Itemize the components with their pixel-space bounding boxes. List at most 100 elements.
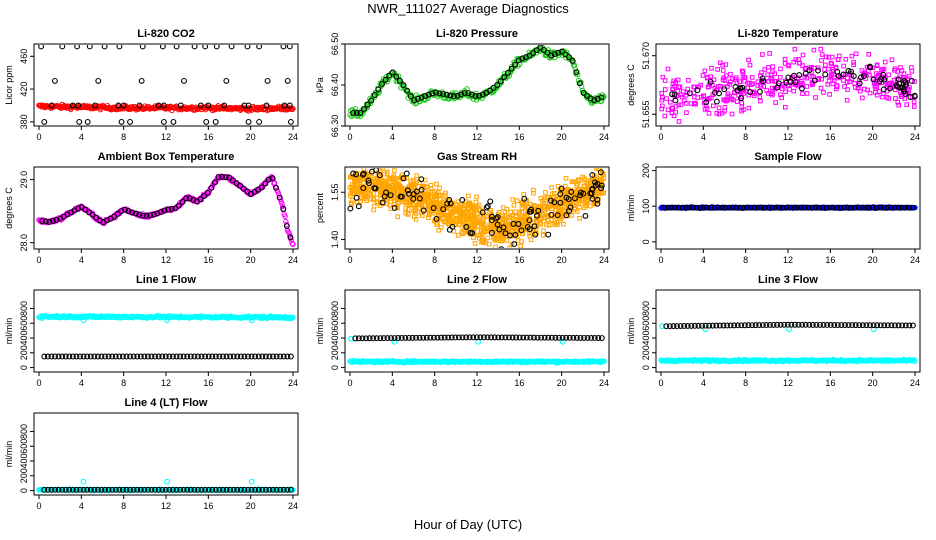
data-point bbox=[443, 91, 450, 98]
data-point bbox=[805, 204, 812, 211]
data-point bbox=[853, 85, 858, 90]
data-point bbox=[404, 175, 409, 181]
data-point bbox=[177, 102, 184, 109]
data-point bbox=[273, 353, 280, 360]
data-point bbox=[722, 98, 728, 103]
data-point bbox=[688, 322, 695, 329]
data-point bbox=[577, 334, 584, 341]
data-point bbox=[857, 88, 863, 94]
data-point bbox=[718, 204, 725, 211]
data-point bbox=[290, 241, 296, 248]
data-point bbox=[365, 177, 372, 184]
data-point bbox=[428, 182, 434, 188]
data-point bbox=[766, 79, 772, 84]
data-point bbox=[286, 102, 293, 109]
data-point bbox=[91, 353, 98, 360]
data-point bbox=[482, 228, 488, 234]
data-point bbox=[287, 234, 294, 241]
data-point bbox=[533, 47, 540, 54]
data-point bbox=[530, 50, 537, 56]
data-point bbox=[492, 236, 498, 242]
data-point bbox=[859, 322, 866, 329]
data-point bbox=[877, 322, 884, 329]
data-point bbox=[388, 335, 394, 342]
data-point bbox=[93, 214, 100, 221]
data-point bbox=[511, 241, 518, 248]
y-tick-label: 100 bbox=[641, 199, 651, 214]
data-point bbox=[853, 51, 859, 57]
x-tick-label: 20 bbox=[246, 255, 256, 265]
data-point bbox=[507, 232, 513, 239]
data-point bbox=[455, 199, 461, 204]
x-tick-label: 8 bbox=[121, 132, 126, 142]
data-point bbox=[387, 202, 392, 208]
data-point bbox=[465, 207, 471, 212]
data-point bbox=[39, 218, 46, 224]
data-point bbox=[371, 196, 376, 201]
data-point bbox=[470, 216, 476, 221]
data-point bbox=[403, 206, 409, 211]
data-point bbox=[902, 79, 909, 86]
y-tick-label: 600 bbox=[19, 316, 29, 331]
x-tick-label: 12 bbox=[783, 378, 793, 388]
data-point bbox=[357, 109, 364, 116]
data-point bbox=[861, 73, 867, 80]
chart-title: Line 2 Flow bbox=[447, 274, 507, 286]
data-point bbox=[833, 64, 839, 70]
data-point bbox=[534, 212, 540, 219]
data-point bbox=[703, 103, 709, 108]
data-point bbox=[127, 118, 133, 125]
y-tick-label: 0 bbox=[641, 239, 651, 244]
data-point bbox=[747, 89, 754, 95]
data-point bbox=[558, 212, 563, 218]
data-point bbox=[69, 353, 76, 360]
data-point bbox=[484, 334, 491, 341]
data-point bbox=[563, 212, 570, 219]
data-point bbox=[698, 82, 703, 88]
data-point bbox=[898, 65, 903, 70]
data-point bbox=[404, 187, 411, 194]
data-point bbox=[742, 78, 747, 84]
data-point bbox=[155, 353, 162, 360]
data-point bbox=[758, 204, 765, 211]
data-point bbox=[899, 84, 906, 91]
data-point bbox=[588, 203, 593, 209]
data-point bbox=[881, 322, 888, 329]
data-point bbox=[430, 334, 437, 341]
data-point bbox=[577, 189, 584, 196]
data-point bbox=[279, 200, 285, 207]
data-point bbox=[134, 353, 141, 360]
data-point bbox=[409, 334, 416, 341]
x-tick-label: 24 bbox=[288, 378, 298, 388]
data-point bbox=[486, 241, 492, 247]
data-point bbox=[498, 334, 505, 341]
data-point bbox=[709, 322, 716, 329]
data-point bbox=[190, 196, 197, 203]
data-point bbox=[860, 95, 865, 101]
data-point bbox=[434, 222, 439, 227]
data-point bbox=[599, 191, 604, 196]
data-point bbox=[48, 102, 55, 109]
data-point bbox=[183, 195, 190, 202]
data-point bbox=[519, 55, 526, 62]
data-point bbox=[811, 47, 817, 53]
data-point bbox=[862, 204, 869, 211]
data-point bbox=[707, 79, 714, 85]
data-point bbox=[685, 86, 691, 92]
data-point bbox=[416, 195, 423, 202]
data-point bbox=[557, 191, 564, 198]
data-point bbox=[819, 204, 826, 211]
data-point bbox=[669, 91, 676, 98]
data-point bbox=[166, 353, 173, 360]
data-point bbox=[563, 334, 570, 341]
data-point bbox=[472, 241, 478, 246]
x-tick-label: 12 bbox=[472, 132, 482, 142]
data-point bbox=[582, 212, 589, 219]
data-point bbox=[792, 46, 798, 52]
data-point bbox=[349, 184, 355, 190]
data-point bbox=[397, 77, 403, 84]
data-point bbox=[666, 323, 673, 330]
data-point bbox=[458, 91, 465, 98]
data-point bbox=[532, 231, 539, 238]
